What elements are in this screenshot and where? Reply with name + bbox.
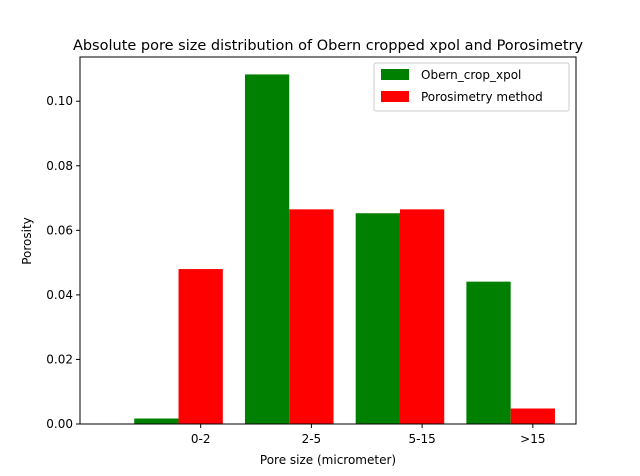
y-tick-label-5: 0.10 <box>46 94 73 108</box>
y-tick-label-3: 0.06 <box>46 223 73 237</box>
legend-swatch-porosimetry <box>381 91 409 102</box>
y-axis: 0.00 0.02 0.04 0.06 0.08 0.10 <box>46 94 80 431</box>
y-axis-label: Porosity <box>20 217 34 265</box>
x-axis-label: Pore size (micrometer) <box>260 453 396 467</box>
legend: Obern_crop_xpol Porosimetry method <box>373 62 570 112</box>
bars-group <box>134 74 555 424</box>
bar-porosimetry-2 <box>399 209 445 424</box>
bar-porosimetry-0 <box>178 269 223 424</box>
legend-label-porosimetry: Porosimetry method <box>421 90 543 104</box>
y-tick-label-2: 0.04 <box>46 288 73 302</box>
x-tick-label-0: 0-2 <box>191 432 211 446</box>
y-tick-label-0: 0.00 <box>46 417 73 431</box>
x-axis: 0-2 2-5 5-15 >15 <box>191 424 545 446</box>
bar-porosimetry-1 <box>289 209 334 424</box>
x-tick-label-3: >15 <box>520 432 545 446</box>
legend-label-obern: Obern_crop_xpol <box>421 68 521 82</box>
chart-title: Absolute pore size distribution of Obern… <box>73 38 584 54</box>
bar-obern-2 <box>355 213 400 424</box>
x-tick-label-1: 2-5 <box>302 432 322 446</box>
plot-frame <box>79 56 577 425</box>
bar-porosimetry-3 <box>510 408 555 424</box>
y-tick-label-1: 0.02 <box>46 352 73 366</box>
bar-obern-1 <box>244 74 290 424</box>
x-tick-label-2: 5-15 <box>408 432 435 446</box>
bar-obern-3 <box>466 281 511 424</box>
y-tick-label-4: 0.08 <box>46 159 73 173</box>
legend-box <box>373 62 570 112</box>
bar-obern-0 <box>134 418 179 424</box>
legend-swatch-obern <box>381 69 409 80</box>
